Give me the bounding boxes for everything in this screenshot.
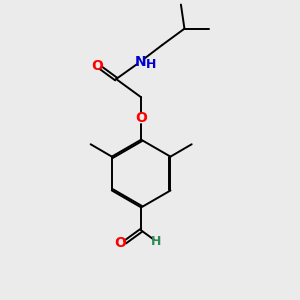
- Text: O: O: [135, 112, 147, 125]
- Text: O: O: [115, 236, 127, 250]
- Text: H: H: [146, 58, 156, 71]
- Text: H: H: [151, 235, 162, 248]
- Text: O: O: [92, 59, 103, 74]
- Text: N: N: [134, 55, 146, 69]
